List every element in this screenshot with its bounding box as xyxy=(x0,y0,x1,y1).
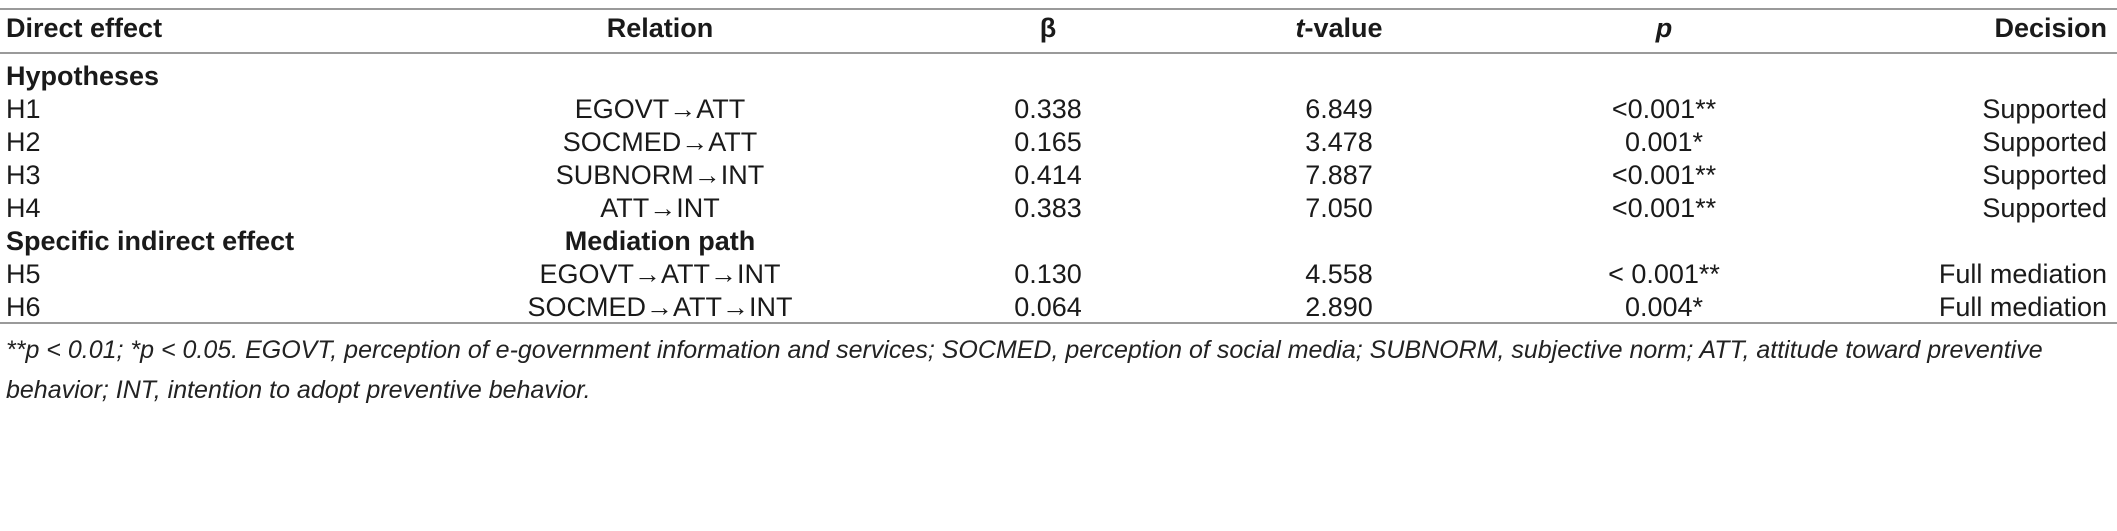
t-value: 3.478 xyxy=(1305,127,1373,157)
top-rule xyxy=(0,8,2117,10)
decision: Full mediation xyxy=(1938,292,2107,322)
relation: EGOVT→ATT xyxy=(574,94,746,124)
hypothesis-id: H6 xyxy=(6,292,41,322)
t-value: 4.558 xyxy=(1305,259,1373,289)
decision: Supported xyxy=(1982,193,2107,223)
relation: SOCMED→ATT→INT xyxy=(527,292,793,322)
decision: Full mediation xyxy=(1938,259,2107,289)
decision: Supported xyxy=(1982,94,2107,124)
p-value: <0.001** xyxy=(1611,193,1717,223)
hypothesis-id: H3 xyxy=(6,160,41,190)
header-t-value: t-value xyxy=(1295,6,1382,50)
beta-value: 0.064 xyxy=(1014,292,1082,322)
section-indirect: Specific indirect effect Mediation path xyxy=(0,219,2117,263)
table-row: H3 SUBNORM→INT 0.414 7.887 <0.001** Supp… xyxy=(0,153,2117,197)
p-value: 0.004* xyxy=(1624,292,1704,322)
hypothesis-id: H4 xyxy=(6,193,41,223)
section-hypotheses-label: Hypotheses xyxy=(6,61,160,91)
beta-value: 0.338 xyxy=(1014,94,1082,124)
t-value: 2.890 xyxy=(1305,292,1373,322)
section-mediation-path-label: Mediation path xyxy=(564,226,756,256)
hypothesis-id: H1 xyxy=(6,94,41,124)
header-p: p xyxy=(1655,13,1673,43)
header-row: Direct effect Relation β t-value p Decis… xyxy=(0,6,2117,50)
table-row: H5 EGOVT→ATT→INT 0.130 4.558 < 0.001** F… xyxy=(0,252,2117,296)
relation: EGOVT→ATT→INT xyxy=(539,259,781,289)
header-t-rest: -value xyxy=(1304,13,1383,43)
decision: Supported xyxy=(1982,127,2107,157)
header-decision: Decision xyxy=(1994,13,2107,43)
section-hypotheses: Hypotheses xyxy=(0,54,2117,98)
p-value: <0.001** xyxy=(1611,160,1717,190)
p-value: 0.001* xyxy=(1624,127,1704,157)
relation: SUBNORM→INT xyxy=(555,160,765,190)
relation: SOCMED→ATT xyxy=(562,127,758,157)
header-direct-effect: Direct effect xyxy=(6,13,163,43)
hypothesis-id: H5 xyxy=(6,259,41,289)
decision: Supported xyxy=(1982,160,2107,190)
bottom-rule xyxy=(0,322,2117,324)
t-value: 7.050 xyxy=(1305,193,1373,223)
beta-value: 0.130 xyxy=(1014,259,1082,289)
section-indirect-label: Specific indirect effect xyxy=(6,226,295,256)
header-beta: β xyxy=(1039,13,1057,43)
t-value: 6.849 xyxy=(1305,94,1373,124)
relation: ATT→INT xyxy=(600,193,720,223)
beta-value: 0.414 xyxy=(1014,160,1082,190)
p-value: <0.001** xyxy=(1611,94,1717,124)
table-row: H2 SOCMED→ATT 0.165 3.478 0.001* Support… xyxy=(0,120,2117,164)
table-row: H6 SOCMED→ATT→INT 0.064 2.890 0.004* Ful… xyxy=(0,285,2117,329)
t-value: 7.887 xyxy=(1305,160,1373,190)
header-rule xyxy=(0,52,2117,54)
beta-value: 0.165 xyxy=(1014,127,1082,157)
table-row: H1 EGOVT→ATT 0.338 6.849 <0.001** Suppor… xyxy=(0,87,2117,131)
header-t-italic: t xyxy=(1295,13,1305,43)
table-row: H4 ATT→INT 0.383 7.050 <0.001** Supporte… xyxy=(0,186,2117,230)
table-footnote: **p < 0.01; *p < 0.05. EGOVT, perception… xyxy=(6,336,2043,404)
p-value: < 0.001** xyxy=(1608,259,1720,289)
header-relation: Relation xyxy=(606,13,714,43)
hypothesis-id: H2 xyxy=(6,127,41,157)
beta-value: 0.383 xyxy=(1014,193,1082,223)
